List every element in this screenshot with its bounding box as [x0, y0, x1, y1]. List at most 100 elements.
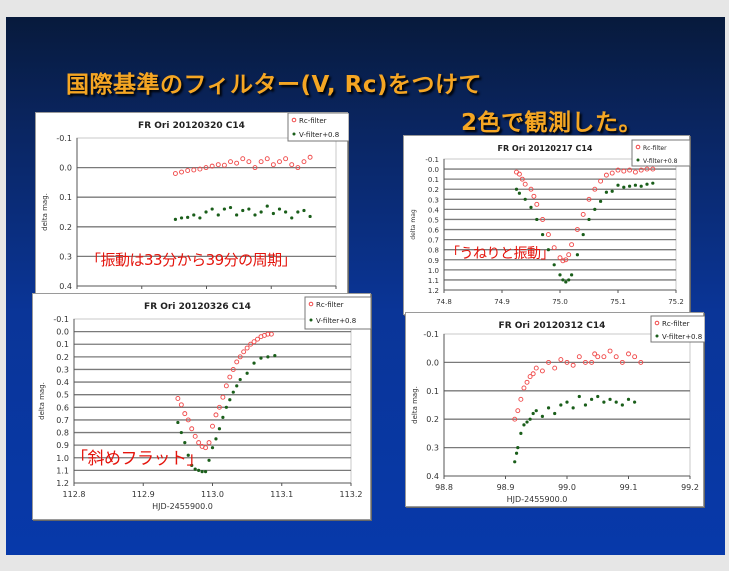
data-point-v: [546, 406, 551, 410]
data-point-v: [271, 211, 275, 216]
chart-annotation: 「振動は33分から39分の周期」: [86, 251, 297, 269]
data-point-v: [290, 216, 294, 220]
y-tick-label: 0.6: [428, 227, 440, 235]
data-point-v: [639, 184, 643, 188]
data-point-v: [616, 183, 620, 187]
y-tick-label: 0.9: [56, 441, 69, 450]
light-curve-chart-3: -0.1 0.0 0.1 0.2 0.3 0.4 0.5 0.6 0.7 0.8 0.9 1.0 1.1…: [32, 293, 372, 520]
light-curve-chart-2: -0.1 0.0 0.1 0.2 0.3 0.4 0.5 0.6 0.7 0.8 0.9 1.0 1.1…: [403, 135, 691, 315]
data-point-rc: [237, 354, 243, 360]
data-point-rc: [613, 354, 619, 360]
data-point-rc: [557, 255, 563, 261]
data-point-v: [284, 210, 288, 214]
data-point-rc: [638, 167, 644, 173]
data-point-v: [575, 253, 579, 257]
data-point-rc: [627, 167, 633, 173]
data-point-v: [235, 213, 239, 217]
data-point-rc: [570, 362, 576, 368]
data-point-rc: [210, 423, 215, 429]
data-point-v: [183, 441, 187, 445]
data-point-rc: [621, 168, 627, 174]
y-tick-label: 0.4: [428, 206, 440, 214]
light-curve-chart-1: -0.1 0.0 0.1 0.2 0.3 0.4 FR Ori 20120320 C14 de…: [35, 112, 349, 304]
y-axis-label: delta mag: [410, 209, 417, 240]
legend-box: [304, 296, 372, 330]
chart-annotation: 「うねりと振動」: [446, 246, 555, 262]
legend-box: [287, 113, 349, 142]
y-tick-label: 0.0: [56, 328, 69, 337]
data-point-v: [587, 217, 591, 222]
data-point-v: [193, 467, 197, 471]
y-tick-label: 0.1: [426, 387, 439, 396]
y-tick-label: 0.8: [428, 247, 439, 255]
plot-area: [73, 318, 352, 484]
data-point-rc: [189, 426, 195, 432]
chart-svg: -0.1 0.0 0.1 0.2 0.3 0.4 0.5 0.6 0.7 0.8 0.9 1.0 1.1…: [410, 139, 691, 306]
data-point-v: [529, 205, 533, 209]
data-point-v: [179, 216, 184, 220]
data-point-rc: [178, 402, 184, 408]
series-v-filter: [514, 181, 655, 284]
data-point-v: [599, 199, 603, 203]
data-point-v: [531, 411, 535, 416]
legend: Rc-filter V-filter+0.8: [631, 139, 691, 167]
data-point-rc: [563, 257, 569, 263]
data-point-v: [564, 280, 568, 284]
data-point-v: [516, 446, 520, 450]
data-point-rc: [182, 411, 188, 417]
data-point-v: [626, 397, 631, 401]
data-point-v: [514, 187, 519, 191]
data-point-v: [523, 197, 527, 201]
legend-box: [650, 315, 705, 343]
data-point-rc: [638, 359, 644, 365]
data-point-rc: [295, 165, 301, 171]
y-tick-label: 1.2: [428, 287, 439, 295]
data-point-v: [252, 361, 256, 365]
series-v-filter: [513, 394, 637, 464]
data-point-rc: [576, 354, 582, 360]
data-point-v: [546, 248, 550, 252]
data-point-v: [216, 213, 220, 217]
data-point-rc: [632, 354, 638, 360]
data-point-v: [190, 463, 194, 467]
y-tick-label: 0.2: [56, 353, 69, 362]
data-point-rc: [228, 159, 233, 165]
legend-marker-rc: [308, 301, 314, 307]
data-point-v: [522, 423, 526, 427]
data-point-rc: [252, 165, 258, 171]
data-point-rc: [607, 348, 613, 354]
data-point-rc: [582, 359, 588, 365]
data-point-rc: [560, 258, 566, 264]
light-curve-chart-4: -0.1 0.0 0.1 0.2 0.3 0.4 98.8 98.9 99.0 99.1 99.2 F…: [405, 312, 705, 507]
x-tick-label: 75.2: [668, 298, 684, 306]
data-point-v: [622, 185, 626, 189]
x-tick-label: 99.0: [558, 483, 576, 492]
data-point-rc: [566, 252, 572, 258]
data-point-v: [525, 420, 529, 424]
x-tick-label: 98.8: [435, 483, 453, 492]
data-point-v: [593, 207, 597, 211]
data-point-v: [308, 214, 312, 219]
data-point-rc: [191, 167, 197, 173]
legend-marker-v: [309, 318, 313, 322]
data-point-v: [540, 414, 544, 418]
y-tick-label: -0.1: [425, 156, 439, 164]
data-point-v: [535, 217, 539, 222]
legend-marker-rc: [291, 117, 297, 123]
data-point-rc: [246, 159, 252, 165]
data-point-rc: [240, 156, 246, 162]
data-point-v: [581, 232, 585, 237]
data-point-rc: [230, 367, 236, 372]
data-point-rc: [609, 170, 615, 176]
data-point-rc: [227, 374, 233, 380]
data-point-v: [241, 208, 245, 213]
data-point-v: [517, 191, 521, 195]
data-point-v: [231, 390, 235, 394]
data-point-v: [198, 216, 202, 220]
data-point-rc: [258, 159, 264, 165]
data-point-rc: [220, 394, 226, 400]
data-point-rc: [527, 374, 533, 380]
data-point-rc: [175, 396, 181, 401]
y-tick-label: 0.5: [56, 391, 69, 400]
slide-title-line2: 2色で観測した。: [461, 110, 643, 136]
